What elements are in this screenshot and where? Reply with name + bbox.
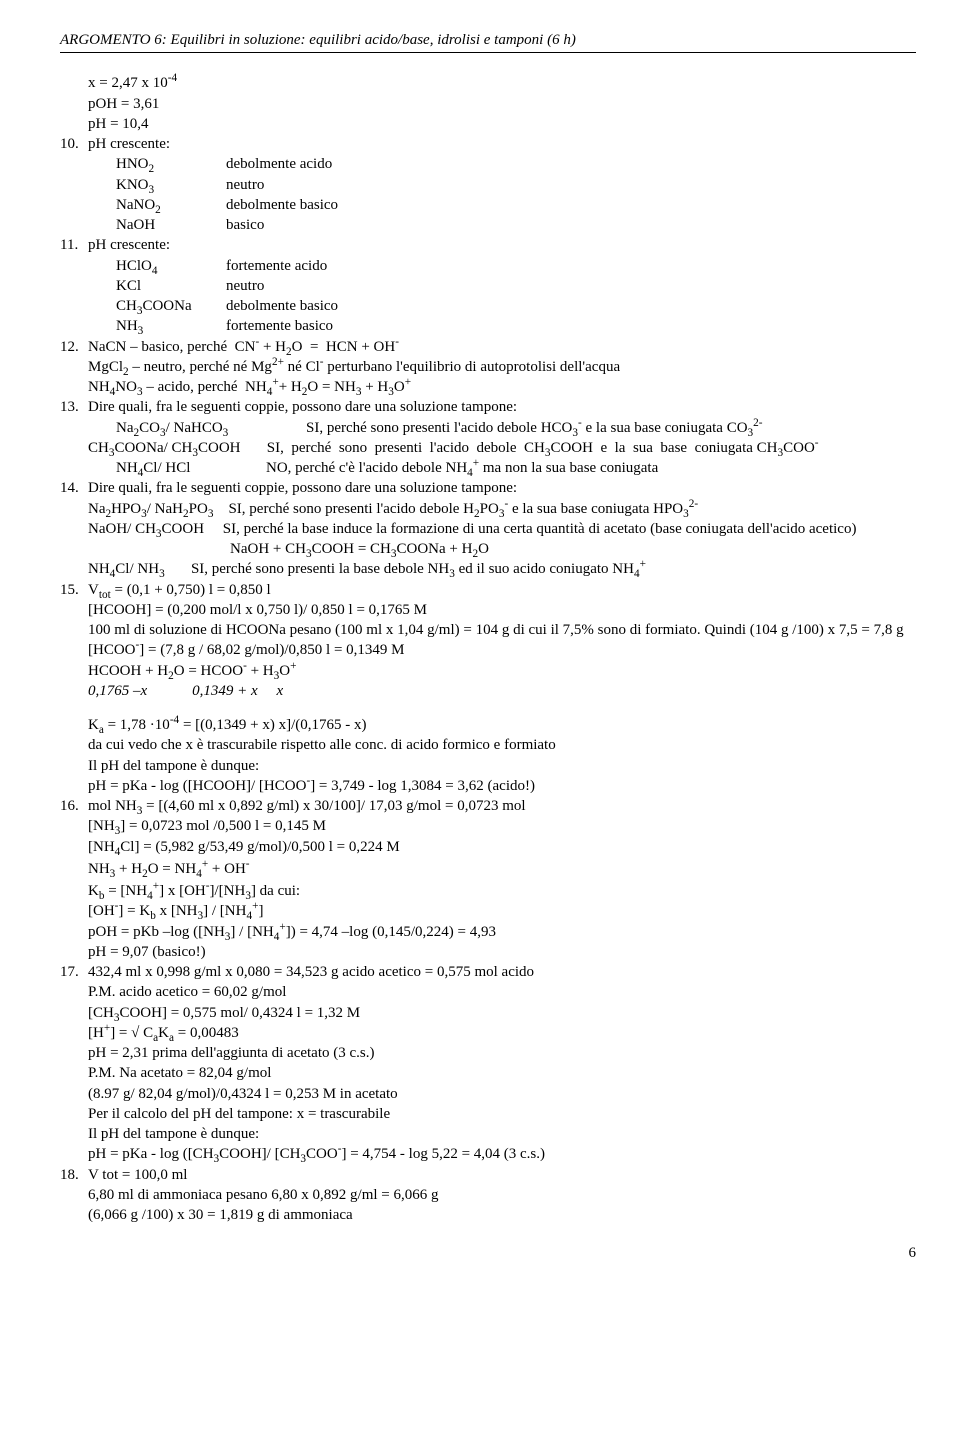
intro-line-1: x = 2,47 x 10-4 bbox=[88, 73, 916, 93]
item-16-line: [NH4Cl] = (5,982 g/53,49 g/mol)/0,500 l … bbox=[88, 837, 916, 857]
page-number: 6 bbox=[60, 1243, 916, 1263]
item-11: 11. pH crescente: bbox=[60, 235, 916, 255]
item-18: 18. V tot = 100,0 ml bbox=[60, 1165, 916, 1185]
item-17-line: [H+] = √ CaKa = 0,00483 bbox=[88, 1023, 916, 1043]
item-14-r1: Na2HPO3/ NaH2PO3 SI, perché sono present… bbox=[88, 499, 916, 519]
item-14-r2: NaOH/ CH3COOH SI, perché la base induce … bbox=[88, 519, 916, 539]
item-16-line: NH3 + H2O = NH4+ + OH- bbox=[88, 859, 916, 879]
item-10: 10. pH crescente: bbox=[60, 134, 916, 154]
item-11-table: HClO4fortemente acido KClneutro CH3COONa… bbox=[116, 256, 916, 337]
intro-line-2: pOH = 3,61 bbox=[88, 94, 916, 114]
item-12: 12. NaCN – basico, perché CN- + H2O = HC… bbox=[60, 337, 916, 357]
page-header: ARGOMENTO 6: Equilibri in soluzione: equ… bbox=[60, 30, 916, 53]
item-16-line: Kb = [NH4+] x [OH-]/[NH3] da cui: bbox=[88, 881, 916, 901]
item-14-r3: NH4Cl/ NH3 SI, perché sono presenti la b… bbox=[88, 559, 916, 579]
item-16-line: [OH-] = Kb x [NH3] / [NH4+] bbox=[88, 901, 916, 921]
item-17-line: P.M. acido acetico = 60,02 g/mol bbox=[88, 982, 916, 1002]
item-15: 15. Vtot = (0,1 + 0,750) l = 0,850 l bbox=[60, 580, 916, 600]
item-17-line: [CH3COOH] = 0,575 mol/ 0,4324 l = 1,32 M bbox=[88, 1003, 916, 1023]
item-17-line: Per il calcolo del pH del tampone: x = t… bbox=[88, 1104, 916, 1124]
item-15b-line: pH = pKa - log ([HCOOH]/ [HCOO-] = 3,749… bbox=[88, 776, 916, 796]
item-15-line: 100 ml di soluzione di HCOONa pesano (10… bbox=[88, 620, 916, 640]
item-14: 14. Dire quali, fra le seguenti coppie, … bbox=[60, 478, 916, 498]
item-16-line: pH = 9,07 (basico!) bbox=[88, 942, 916, 962]
item-17-line: P.M. Na acetato = 82,04 g/mol bbox=[88, 1063, 916, 1083]
item-15b-line: Il pH del tampone è dunque: bbox=[88, 756, 916, 776]
item-17-line: Il pH del tampone è dunque: bbox=[88, 1124, 916, 1144]
item-17-line: (8.97 g/ 82,04 g/mol)/0,4324 l = 0,253 M… bbox=[88, 1084, 916, 1104]
item-13-r2: CH3COONa/ CH3COOH SI, perché sono presen… bbox=[88, 438, 916, 458]
item-15-line: [HCOOH] = (0,200 mol/l x 0,750 l)/ 0,850… bbox=[88, 600, 916, 620]
item-15b-line: da cui vedo che x è trascurabile rispett… bbox=[88, 735, 916, 755]
item-15-line: 0,1765 –x 0,1349 + x x bbox=[88, 681, 916, 701]
item-17-line: pH = 2,31 prima dell'aggiunta di acetato… bbox=[88, 1043, 916, 1063]
item-15b-line: Ka = 1,78 ·10-4 = [(0,1349 + x) x]/(0,17… bbox=[88, 715, 916, 735]
item-10-table: HNO2debolmente acido KNO3neutro NaNO2deb… bbox=[116, 154, 916, 235]
item-15-line: [HCOO-] = (7,8 g / 68,02 g/mol)/0,850 l … bbox=[88, 640, 916, 660]
item-16: 16. mol NH3 = [(4,60 ml x 0,892 g/ml) x … bbox=[60, 796, 916, 816]
item-17-line: pH = pKa - log ([CH3COOH]/ [CH3COO-] = 4… bbox=[88, 1144, 916, 1164]
item-17: 17. 432,4 ml x 0,998 g/ml x 0,080 = 34,5… bbox=[60, 962, 916, 982]
item-16-line: pOH = pKb –log ([NH3] / [NH4+]) = 4,74 –… bbox=[88, 922, 916, 942]
intro-line-3: pH = 10,4 bbox=[88, 114, 916, 134]
item-13-rows: Na2CO3/ NaHCO3SI, perché sono presenti l… bbox=[116, 418, 916, 438]
item-12-l2: MgCl2 – neutro, perché né Mg2+ né Cl- pe… bbox=[88, 357, 916, 377]
item-18-line: (6,066 g /100) x 30 = 1,819 g di ammonia… bbox=[88, 1205, 916, 1225]
item-16-line: [NH3] = 0,0723 mol /0,500 l = 0,145 M bbox=[88, 816, 916, 836]
item-12-l3: NH4NO3 – acido, perché NH4++ H2O = NH3 +… bbox=[88, 377, 916, 397]
item-18-line: 6,80 ml di ammoniaca pesano 6,80 x 0,892… bbox=[88, 1185, 916, 1205]
item-15-line: HCOOH + H2O = HCOO- + H3O+ bbox=[88, 661, 916, 681]
item-13: 13. Dire quali, fra le seguenti coppie, … bbox=[60, 397, 916, 417]
item-14-eq: NaOH + CH3COOH = CH3COONa + H2O bbox=[230, 539, 916, 559]
